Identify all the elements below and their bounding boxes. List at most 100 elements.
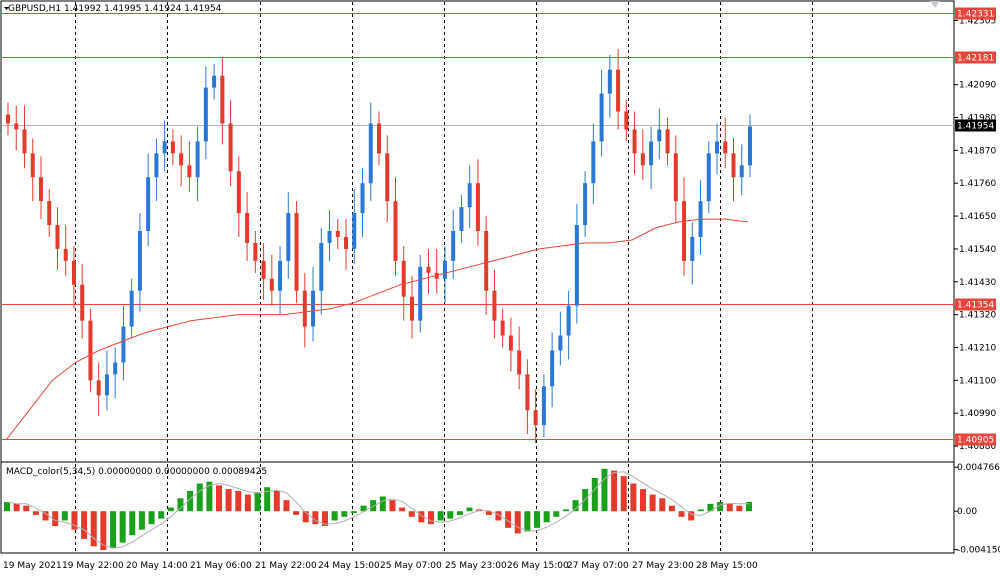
candle-body [278, 260, 283, 291]
price-tick-label: 1.41980 [959, 114, 996, 124]
macd-bar [688, 511, 695, 521]
macd-tick-label: 0.00476612 [957, 463, 1000, 473]
symbol-header: GBPUSD,H1 1.41992 1.41995 1.41924 1.4195… [8, 4, 222, 14]
macd-bar [322, 511, 328, 526]
macd-bar [562, 509, 569, 512]
macd-bar [196, 483, 203, 512]
price-tick-label: 1.40990 [959, 409, 996, 419]
candle-body [731, 153, 736, 178]
candles-layer [6, 48, 752, 444]
macd-signal-line [6, 471, 749, 549]
candle-body [624, 111, 629, 130]
candle-body [517, 350, 522, 375]
macd-bar [707, 503, 714, 512]
one-click-trade-icon[interactable] [930, 1, 940, 8]
macd-bar [514, 511, 521, 534]
candle-body [104, 374, 109, 396]
candle-body [253, 242, 258, 261]
collapse-arrow-icon[interactable] [4, 7, 9, 10]
macd-bar [187, 490, 194, 512]
price-tick-label: 1.41100 [959, 376, 996, 386]
macd-bar [640, 489, 646, 512]
price-tick-label: 1.41870 [959, 146, 996, 156]
macd-bar [572, 500, 579, 512]
level-tag [955, 298, 996, 311]
macd-bar [100, 511, 107, 550]
level-tag [955, 7, 996, 20]
time-tick-label: 27 May 07:00 [567, 561, 629, 571]
time-axis: 19 May 2021 19 May 22:00 20 May 14:00 21 Ma… [3, 561, 758, 571]
candle-body [649, 141, 654, 166]
candle-body [607, 69, 612, 94]
macd-bar [23, 505, 30, 512]
time-tick-label: 20 May 14:00 [126, 561, 188, 571]
level-tag-label: 1.42181 [957, 54, 994, 64]
candle-body [574, 225, 579, 306]
candle-body [121, 326, 126, 363]
candle-body [706, 153, 711, 202]
candle-body [393, 201, 398, 261]
level-tags: 1.42331 1.42181 1.41354 1.40905 1.41954 [955, 7, 996, 446]
macd-bar [350, 511, 357, 514]
macd-bar [447, 511, 454, 519]
candle-body [335, 231, 340, 237]
macd-bar [746, 502, 752, 512]
candle-body [533, 410, 538, 426]
candle-body [55, 225, 60, 249]
candle-body [47, 201, 52, 226]
price-tick-label: 1.40880 [959, 442, 996, 452]
candle-body [657, 129, 662, 142]
macd-bar [216, 485, 222, 512]
macd-bar [148, 511, 155, 525]
current-price-label: 1.41954 [957, 122, 994, 132]
macd-bar [659, 498, 666, 512]
macd-bar [456, 511, 463, 515]
macd-bar [13, 503, 20, 512]
time-tick-label: 24 May 15:00 [318, 561, 380, 571]
macd-bar [649, 494, 656, 512]
candle-body [14, 123, 19, 130]
level-tag-label: 1.41354 [957, 301, 994, 311]
candle-body [599, 93, 604, 142]
horizontal-levels [2, 13, 954, 440]
macd-bar [302, 511, 309, 523]
time-tick-label: 28 May 15:00 [696, 561, 758, 571]
macd-bar [273, 490, 280, 512]
candle-body [591, 141, 596, 184]
macd-bar [534, 511, 540, 528]
candle-body [690, 236, 695, 261]
candle-body [80, 284, 85, 321]
candle-body [269, 278, 274, 291]
macd-bar [553, 511, 560, 517]
macd-bar [52, 511, 59, 526]
candle-body [418, 266, 423, 321]
macd-bar [167, 507, 174, 512]
candle-body [500, 320, 505, 336]
macd-bar [138, 511, 145, 530]
candle-body [739, 165, 744, 178]
candle-body [377, 123, 381, 154]
macd-bar [32, 511, 39, 515]
price-tick-label: 1.41210 [959, 343, 996, 353]
macd-bar [110, 511, 116, 549]
candle-body [566, 305, 571, 336]
time-tick-label: 21 May 06:00 [190, 561, 252, 571]
macd-bar [312, 511, 319, 525]
macd-bar [428, 511, 434, 525]
candle-body [261, 260, 266, 279]
candle-body [113, 362, 118, 375]
candle-body [525, 374, 530, 411]
macd-bar [119, 511, 126, 543]
candle-body [30, 153, 35, 178]
candle-body [96, 380, 101, 396]
macd-bar [379, 496, 386, 512]
candle-body [129, 290, 134, 327]
candle-body [640, 153, 645, 166]
macd-bar [437, 511, 444, 521]
candle-body [71, 260, 76, 285]
macd-bar [293, 511, 300, 515]
vertical-gridlines [75, 2, 813, 553]
price-tick-label: 1.41430 [959, 278, 996, 288]
candle-body [723, 141, 728, 154]
